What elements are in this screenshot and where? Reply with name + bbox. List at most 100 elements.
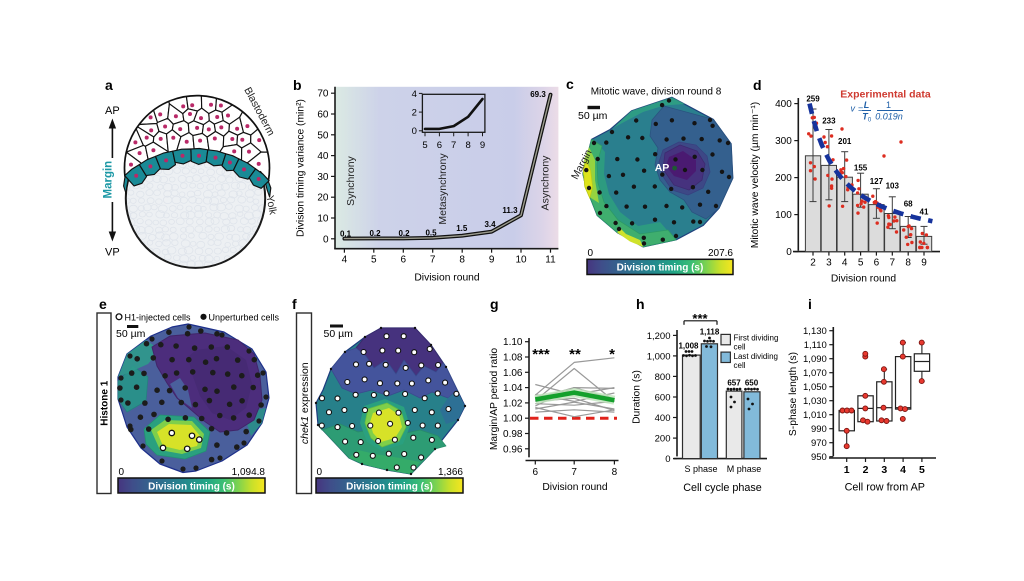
svg-text:69.3: 69.3: [530, 90, 546, 99]
svg-text:0: 0: [868, 118, 872, 124]
svg-text:1.5: 1.5: [456, 224, 468, 233]
svg-text:1.00: 1.00: [503, 414, 523, 425]
svg-text:300: 300: [775, 136, 792, 147]
svg-text:990: 990: [811, 424, 827, 435]
svg-text:6: 6: [533, 467, 539, 478]
svg-text:Mitotic wave, division round 8: Mitotic wave, division round 8: [591, 87, 722, 98]
svg-text:400: 400: [775, 99, 792, 110]
svg-text:1,130: 1,130: [803, 326, 827, 337]
svg-text:400: 400: [655, 413, 671, 424]
svg-text:6: 6: [437, 140, 442, 151]
svg-text:3.4: 3.4: [484, 220, 496, 229]
svg-text:Mitotic wave velocity (µm min⁻: Mitotic wave velocity (µm min⁻¹): [750, 102, 761, 248]
svg-text:d: d: [753, 77, 762, 93]
svg-text:1,090: 1,090: [803, 354, 827, 365]
svg-text:8: 8: [465, 140, 470, 151]
svg-text:600: 600: [655, 392, 671, 403]
svg-text:Metasynchrony: Metasynchrony: [437, 153, 449, 225]
svg-text:9: 9: [480, 140, 485, 151]
svg-text:201: 201: [838, 137, 852, 146]
svg-text:68: 68: [904, 200, 913, 209]
svg-text:4: 4: [842, 258, 848, 269]
svg-text:3: 3: [881, 464, 887, 476]
svg-text:0.2: 0.2: [369, 229, 381, 238]
svg-text:50 µm: 50 µm: [116, 328, 146, 340]
svg-text:Division timing (s): Division timing (s): [617, 263, 704, 274]
svg-text:0.019n: 0.019n: [875, 112, 903, 122]
svg-text:5: 5: [371, 255, 377, 266]
svg-text:233: 233: [822, 117, 836, 126]
svg-text:VP: VP: [105, 247, 120, 259]
svg-text:Asynchrony: Asynchrony: [540, 155, 552, 211]
svg-text:1,070: 1,070: [803, 368, 827, 379]
svg-text:8: 8: [459, 255, 465, 266]
svg-text:950: 950: [811, 452, 827, 463]
svg-text:4: 4: [412, 89, 417, 100]
svg-text:10: 10: [317, 214, 329, 225]
svg-text:1,200: 1,200: [647, 331, 671, 342]
svg-text:7: 7: [571, 467, 577, 478]
svg-text:7: 7: [890, 258, 896, 269]
svg-text:100: 100: [775, 210, 792, 221]
svg-text:a: a: [105, 77, 113, 93]
svg-text:1,094.8: 1,094.8: [232, 467, 266, 478]
svg-text:0.5: 0.5: [425, 228, 437, 237]
svg-text:*: *: [609, 346, 615, 363]
svg-text:40: 40: [317, 151, 329, 162]
svg-text:Cell cycle phase: Cell cycle phase: [683, 482, 762, 494]
svg-text:10: 10: [515, 255, 527, 266]
svg-text:S phase: S phase: [684, 464, 717, 474]
svg-text:2: 2: [863, 464, 869, 476]
svg-text:200: 200: [775, 173, 792, 184]
svg-text:1.10: 1.10: [503, 337, 523, 348]
svg-text:cell: cell: [734, 361, 746, 370]
svg-text:Margin: Margin: [103, 161, 115, 199]
svg-text:H1-injected cells: H1-injected cells: [125, 312, 192, 322]
svg-text:7: 7: [430, 255, 436, 266]
svg-text:50 µm: 50 µm: [578, 110, 608, 122]
svg-text:Last dividing: Last dividing: [734, 352, 778, 361]
svg-text:11.3: 11.3: [502, 206, 518, 215]
svg-text:Histone 1: Histone 1: [100, 380, 111, 425]
svg-text:chek1 expression: chek1 expression: [299, 362, 311, 444]
svg-text:v: v: [851, 104, 856, 114]
svg-text:970: 970: [811, 438, 827, 449]
svg-text:4: 4: [900, 464, 906, 476]
svg-text:1,000: 1,000: [647, 351, 671, 362]
svg-text:259: 259: [806, 95, 820, 104]
svg-text:Cell row from AP: Cell row from AP: [845, 482, 925, 494]
svg-text:103: 103: [886, 182, 900, 191]
svg-text:1.04: 1.04: [503, 383, 523, 394]
svg-text:11: 11: [545, 255, 556, 266]
svg-text:First dividing: First dividing: [734, 334, 779, 343]
svg-text:0: 0: [317, 467, 323, 478]
svg-text:2: 2: [412, 108, 417, 119]
svg-text:Division timing (s): Division timing (s): [148, 481, 235, 492]
svg-text:f: f: [292, 296, 297, 312]
svg-text:L: L: [864, 100, 870, 110]
svg-text:800: 800: [655, 372, 671, 383]
svg-text:200: 200: [655, 434, 671, 445]
svg-text:Division round: Division round: [831, 274, 897, 285]
svg-text:50 µm: 50 µm: [324, 328, 354, 340]
svg-text:Unperturbed cells: Unperturbed cells: [209, 312, 280, 322]
svg-text:***: ***: [692, 311, 708, 326]
svg-text:1,050: 1,050: [803, 382, 827, 393]
svg-text:5: 5: [919, 464, 925, 476]
svg-text:0: 0: [588, 248, 594, 259]
svg-text:657: 657: [727, 379, 741, 388]
svg-text:8: 8: [612, 467, 618, 478]
svg-text:1: 1: [844, 464, 850, 476]
svg-text:=: =: [858, 104, 863, 114]
svg-text:0.2: 0.2: [398, 229, 410, 238]
svg-text:1,008: 1,008: [678, 341, 699, 350]
svg-text:3: 3: [826, 258, 832, 269]
svg-text:T: T: [862, 112, 869, 122]
svg-text:60: 60: [317, 110, 329, 121]
svg-text:i: i: [808, 296, 812, 312]
svg-text:155: 155: [854, 164, 868, 173]
svg-text:0: 0: [119, 467, 125, 478]
svg-text:6: 6: [401, 255, 407, 266]
svg-text:0: 0: [323, 234, 329, 245]
svg-text:cell: cell: [734, 343, 746, 352]
